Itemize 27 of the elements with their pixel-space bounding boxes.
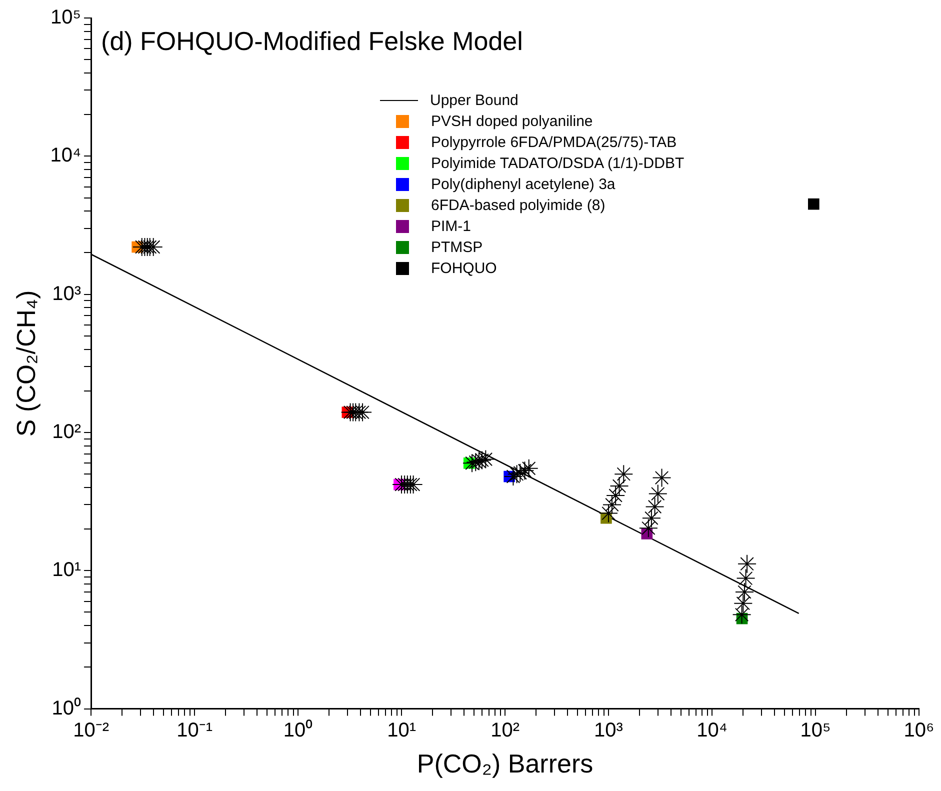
x-tick-label: 10³ — [594, 719, 624, 742]
legend-label: Polyimide TADATO/DSDA (1/1)-DDBT — [431, 154, 684, 174]
x-tick-label: 10⁴ — [696, 719, 728, 742]
legend-label: PIM-1 — [431, 217, 472, 237]
legend-label: FOHQUO — [431, 259, 497, 279]
legend-label: 6FDA-based polyimide (8) — [431, 196, 606, 216]
legend-label: Polypyrrole 6FDA/PMDA(25/75)-TAB — [431, 133, 677, 153]
chart-title: (d) FOHQUO-Modified Felske Model — [101, 26, 523, 56]
y-tick-label: 10⁵ — [50, 6, 82, 29]
x-tick-label: 10⁶ — [904, 719, 934, 742]
y-axis-title: S (CO₂/CH₄) — [10, 290, 41, 437]
legend-label: PTMSP — [431, 238, 483, 258]
legend-label: Upper Bound — [430, 91, 518, 111]
x-axis-title: P(CO₂) Barrers — [416, 748, 594, 779]
legend-label: PVSH doped polyaniline — [431, 112, 593, 132]
legend-label: Poly(diphenyl acetylene) 3a — [431, 175, 616, 195]
x-tick-label: 10⁵ — [800, 719, 831, 742]
y-tick-label: 10³ — [52, 282, 82, 305]
y-tick-label: 10⁴ — [50, 144, 82, 167]
y-tick-label: 10¹ — [52, 559, 82, 582]
x-tick-label: 10⁰ — [283, 718, 313, 742]
x-tick-label: 10² — [490, 719, 520, 742]
y-tick-label: 10² — [52, 420, 82, 443]
y-tick-label: 10⁰ — [52, 696, 82, 720]
x-tick-label: 10⁻¹ — [176, 719, 213, 742]
x-tick-label: 10⁻² — [73, 719, 110, 742]
x-tick-label: 10¹ — [387, 719, 416, 742]
